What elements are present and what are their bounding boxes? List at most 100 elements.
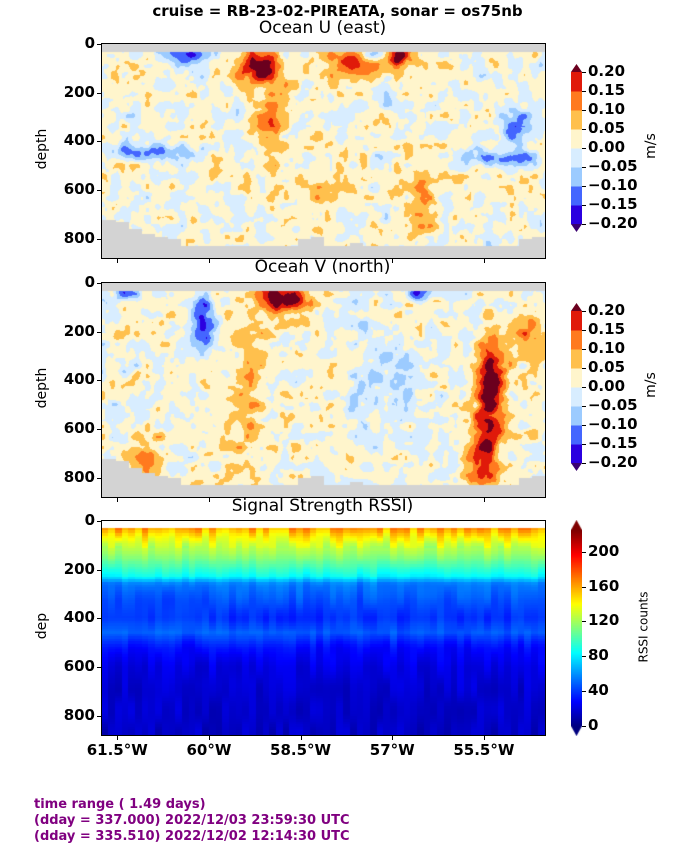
colorbar: [571, 303, 582, 471]
y-tick-label: 200: [63, 82, 95, 101]
colorbar-tick-label: −0.20: [588, 214, 638, 232]
time-range-footer: time range ( 1.49 days) (dday = 337.000)…: [34, 797, 350, 845]
colorbar-tick-label: 0.00: [588, 138, 626, 156]
colorbar-tick-mark: [582, 311, 586, 312]
y-tick-label: 0: [84, 511, 95, 529]
colorbar-tick-mark: [582, 368, 586, 369]
colorbar-tick-label: 0.15: [588, 320, 626, 338]
start-time-line: (dday = 335.510) 2022/12/02 12:14:30 UTC: [34, 829, 350, 844]
colorbar-tick-mark: [582, 148, 586, 149]
colorbar-tick-mark: [582, 726, 586, 727]
y-tick-mark: [97, 283, 101, 284]
y-tick-label: 600: [63, 179, 95, 198]
heatmap-v: [102, 283, 545, 497]
y-tick-label: 800: [63, 467, 95, 486]
x-tick-label: 60°W: [186, 741, 232, 759]
colorbar-segment: [571, 167, 582, 187]
y-tick-mark: [97, 141, 101, 143]
colorbar-tick-label: −0.15: [588, 195, 638, 213]
colorbar-tick-mark: [582, 406, 586, 407]
y-tick-label: 0: [84, 273, 95, 291]
panel-v: [101, 282, 546, 498]
y-tick-mark: [97, 666, 101, 668]
colorbar-tick-label: 0.00: [588, 377, 626, 395]
colorbar-tick-mark: [582, 586, 586, 588]
x-tick-mark: [208, 736, 210, 740]
y-tick-label: 200: [63, 321, 95, 340]
x-tick-mark: [392, 259, 394, 263]
colorbar-tick-mark: [582, 656, 586, 658]
y-tick-label: 400: [63, 370, 95, 389]
colorbar-under-extend: [571, 463, 582, 471]
colorbar-tick-label: 200: [588, 541, 620, 560]
colorbar-segment: [571, 444, 582, 464]
y-tick-mark: [97, 569, 101, 571]
colorbar-tick-mark: [582, 444, 586, 445]
colorbar-segment: [571, 425, 582, 445]
colorbar-tick-label: −0.10: [588, 176, 638, 194]
y-tick-mark: [97, 521, 101, 522]
colorbar-tick-mark: [582, 551, 586, 553]
x-tick-mark: [483, 498, 485, 502]
colorbar-segment: [571, 368, 582, 388]
colorbar-label: m/s: [642, 133, 659, 159]
panel-u: [101, 43, 546, 259]
colorbar-tick-mark: [582, 387, 586, 388]
colorbar-segment: [571, 186, 582, 206]
y-tick-label: 0: [84, 34, 95, 52]
x-tick-mark: [483, 736, 485, 740]
panel-v-title: Ocean V (north): [254, 257, 391, 277]
colorbar-segment: [571, 148, 582, 168]
colorbar-tick-label: −0.10: [588, 415, 638, 433]
colorbar-tick-label: −0.15: [588, 434, 638, 452]
colorbar-tick-mark: [582, 129, 586, 130]
x-tick-label: 61.5°W: [86, 741, 148, 759]
y-tick-label: 400: [63, 131, 95, 150]
colorbar-tick-mark: [582, 91, 586, 92]
colorbar-over-extend: [571, 303, 582, 311]
colorbar-rssi-gradient: [571, 520, 582, 736]
x-tick-mark: [117, 498, 119, 502]
colorbar-tick-label: 0.05: [588, 358, 626, 376]
colorbar-tick-label: 40: [588, 681, 609, 700]
x-tick-mark: [483, 259, 485, 263]
colorbar-tick-mark: [582, 110, 586, 111]
y-tick-label: 600: [63, 656, 95, 675]
colorbar-tick-label: 160: [588, 576, 620, 595]
colorbar-segment: [571, 406, 582, 426]
y-tick-mark: [97, 380, 101, 382]
colorbar-tick-mark: [582, 72, 586, 73]
colorbar-tick-label: 0.20: [588, 301, 626, 319]
y-tick-mark: [97, 189, 101, 191]
colorbar-label: m/s: [642, 372, 659, 398]
time-range-line: time range ( 1.49 days): [34, 797, 206, 812]
y-tick-label: 600: [63, 418, 95, 437]
colorbar-tick-mark: [582, 621, 586, 623]
y-tick-mark: [97, 477, 101, 479]
y-tick-mark: [97, 618, 101, 620]
colorbar-tick-label: 0.10: [588, 339, 626, 357]
colorbar-over-extend: [571, 64, 582, 72]
x-tick-mark: [208, 259, 210, 263]
figure-suptitle: cruise = RB-23-02-PIREATA, sonar = os75n…: [152, 2, 523, 20]
panel-rssi: [101, 520, 546, 736]
colorbar-tick-label: 0.15: [588, 81, 626, 99]
x-tick-mark: [300, 498, 302, 502]
x-tick-mark: [300, 736, 302, 740]
colorbar-tick-mark: [582, 425, 586, 426]
colorbar-tick-mark: [582, 330, 586, 331]
colorbar-tick-mark: [582, 205, 586, 206]
end-time-line: (dday = 337.000) 2022/12/03 23:59:30 UTC: [34, 813, 350, 828]
y-axis-label: depth: [34, 128, 50, 170]
y-axis-label: dep: [34, 612, 50, 640]
colorbar-segment: [571, 387, 582, 407]
colorbar-segment: [571, 72, 582, 92]
x-tick-label: 57°W: [369, 741, 415, 759]
y-tick-label: 400: [63, 608, 95, 627]
colorbar-tick-label: 0: [588, 716, 599, 734]
colorbar-tick-mark: [582, 224, 586, 225]
x-tick-label: 58.5°W: [270, 741, 332, 759]
y-tick-mark: [97, 238, 101, 240]
colorbar-segment: [571, 311, 582, 331]
x-tick-label: 55.5°W: [453, 741, 515, 759]
